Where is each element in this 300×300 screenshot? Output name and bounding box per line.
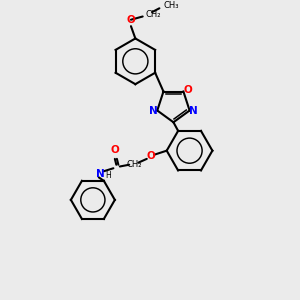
Text: CH₂: CH₂ <box>127 160 142 169</box>
Text: N: N <box>149 106 158 116</box>
Text: O: O <box>110 146 119 155</box>
Text: CH₂: CH₂ <box>146 10 161 19</box>
Text: CH₃: CH₃ <box>163 2 179 10</box>
Text: N: N <box>96 169 105 178</box>
Text: N: N <box>189 106 198 116</box>
Text: O: O <box>127 15 135 25</box>
Text: O: O <box>183 85 192 95</box>
Text: H: H <box>105 171 111 180</box>
Text: O: O <box>146 151 155 161</box>
